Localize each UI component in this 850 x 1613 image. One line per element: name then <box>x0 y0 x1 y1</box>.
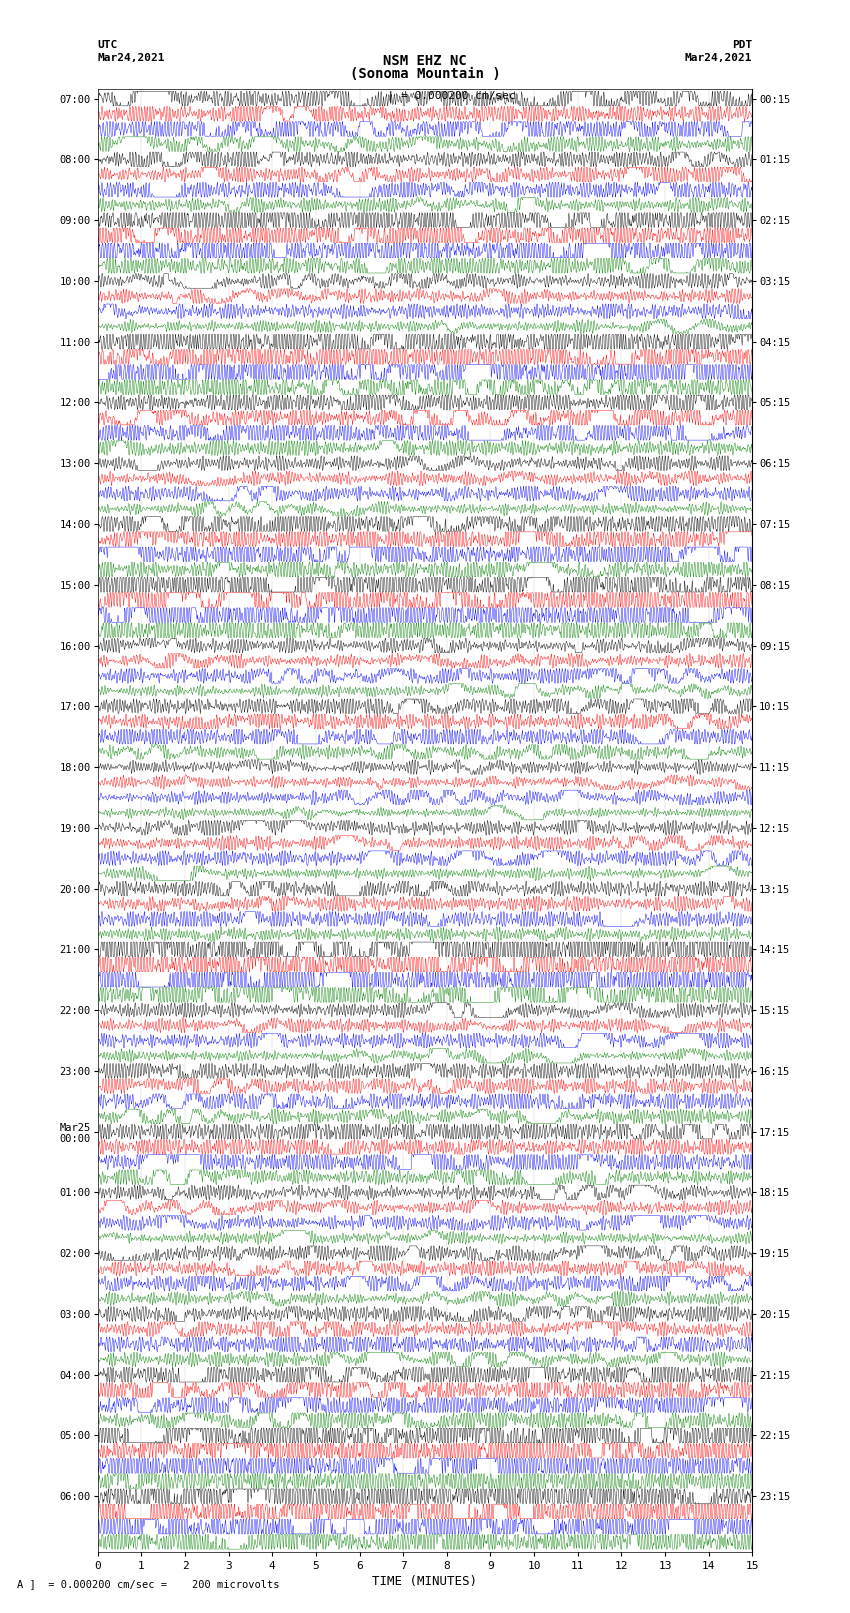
Text: UTC: UTC <box>98 40 118 50</box>
X-axis label: TIME (MINUTES): TIME (MINUTES) <box>372 1574 478 1587</box>
Text: Mar24,2021: Mar24,2021 <box>685 53 752 63</box>
Text: Mar24,2021: Mar24,2021 <box>98 53 165 63</box>
Text: NSM EHZ NC: NSM EHZ NC <box>383 53 467 68</box>
Text: (Sonoma Mountain ): (Sonoma Mountain ) <box>349 66 501 81</box>
Text: A ]  = 0.000200 cm/sec =    200 microvolts: A ] = 0.000200 cm/sec = 200 microvolts <box>17 1579 280 1589</box>
Text: = 0.000200 cm/sec: = 0.000200 cm/sec <box>401 90 516 102</box>
Text: PDT: PDT <box>732 40 752 50</box>
Text: |: | <box>388 90 394 103</box>
